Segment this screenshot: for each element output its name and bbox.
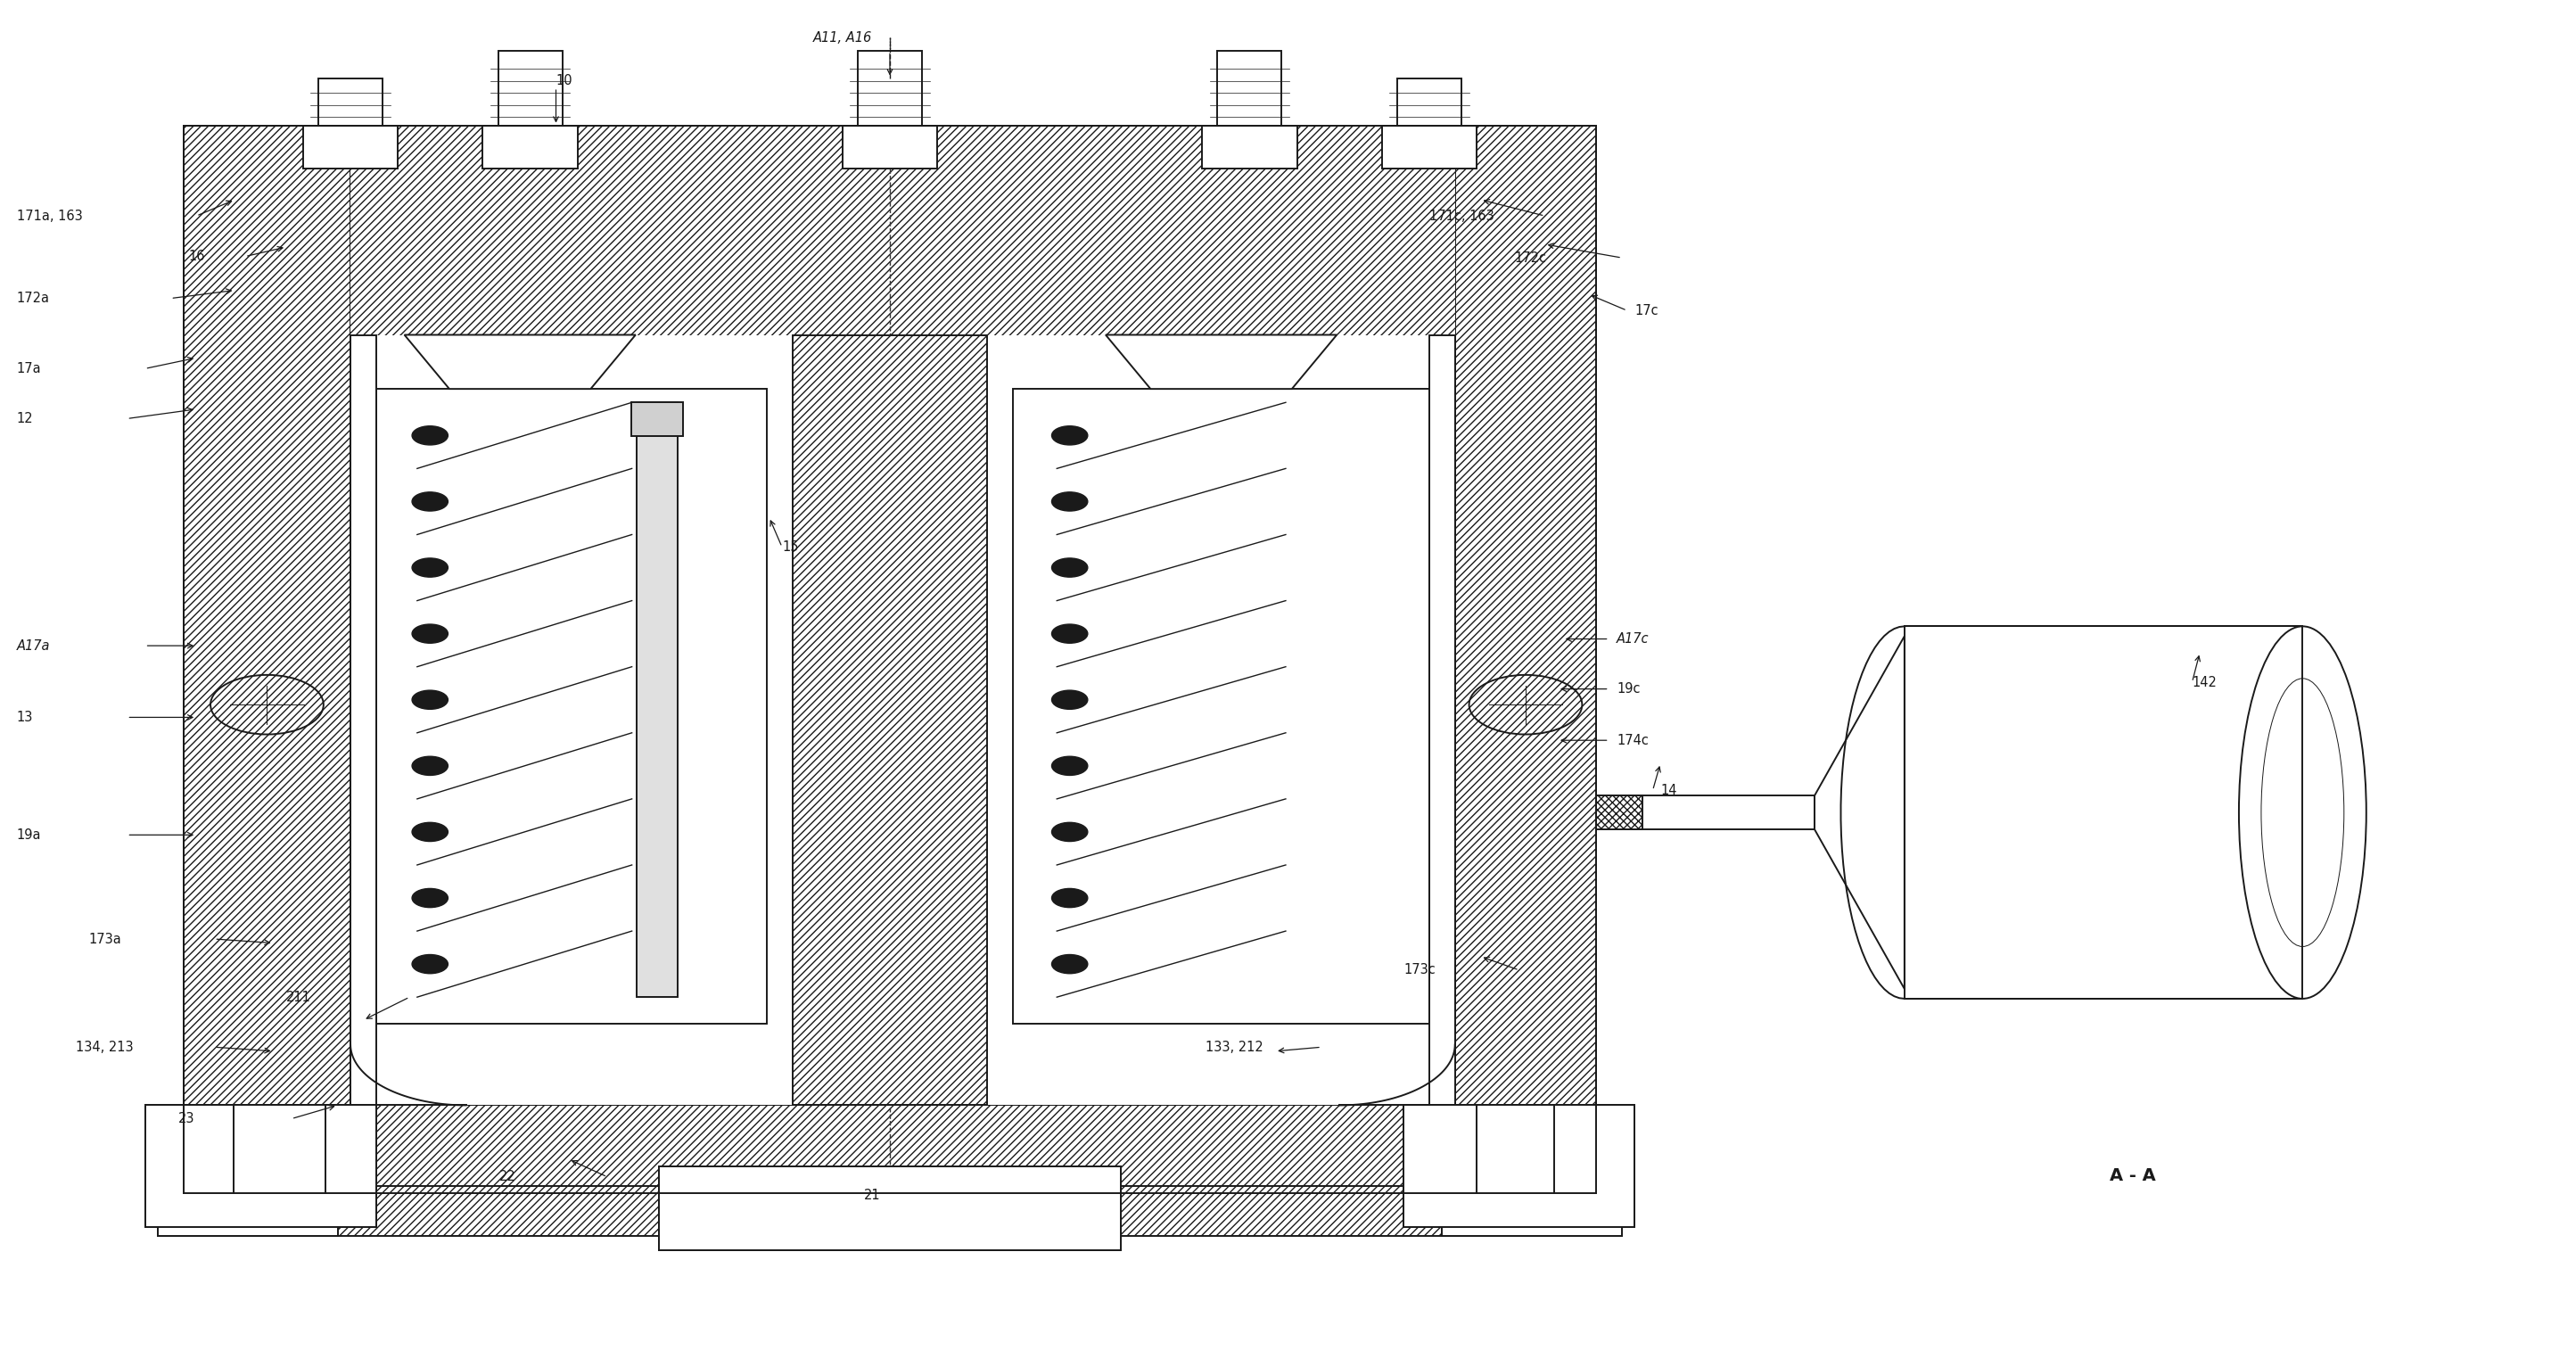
Text: 19c: 19c (1618, 682, 1641, 696)
Circle shape (412, 559, 448, 578)
Bar (144, 1105, 376, 1227)
Bar (183, 125, 350, 1193)
Circle shape (412, 624, 448, 643)
Bar (659, 1166, 1121, 1250)
Polygon shape (1105, 334, 1337, 389)
Polygon shape (404, 334, 636, 389)
Text: 211: 211 (286, 991, 312, 1004)
Circle shape (1051, 889, 1087, 908)
Bar (376, 389, 768, 1025)
Text: 173a: 173a (88, 932, 121, 946)
Circle shape (1051, 954, 1087, 973)
Circle shape (412, 822, 448, 841)
Circle shape (1051, 757, 1087, 776)
Circle shape (412, 954, 448, 973)
Circle shape (412, 757, 448, 776)
Text: 19a: 19a (15, 828, 41, 841)
Bar (1404, 1105, 1636, 1227)
Circle shape (1051, 425, 1087, 444)
Bar (157, 1189, 337, 1237)
Bar (350, 125, 1455, 334)
Bar (304, 125, 397, 169)
Circle shape (1051, 690, 1087, 709)
Text: 21: 21 (863, 1189, 881, 1203)
Bar (1443, 1189, 1623, 1237)
Bar (183, 125, 1597, 334)
Text: 13: 13 (15, 711, 33, 724)
Circle shape (412, 889, 448, 908)
Text: A - A: A - A (2110, 1167, 2156, 1184)
Bar (842, 125, 938, 169)
Bar (144, 1105, 376, 1227)
Bar (1218, 52, 1283, 125)
Bar (1404, 1105, 1636, 1227)
Text: 172c: 172c (1515, 251, 1546, 265)
Text: 12: 12 (15, 412, 33, 425)
Bar (631, 402, 683, 436)
Circle shape (1051, 822, 1087, 841)
Text: A17a: A17a (15, 639, 49, 652)
Text: 133, 212: 133, 212 (1206, 1041, 1265, 1053)
Text: 142: 142 (2192, 675, 2218, 689)
Bar (319, 77, 384, 125)
Bar (1597, 795, 1643, 829)
Bar (659, 1166, 1121, 1250)
Text: 171a, 163: 171a, 163 (15, 209, 82, 223)
Bar (350, 334, 376, 1105)
Bar (497, 52, 562, 125)
Text: 14: 14 (1662, 784, 1677, 796)
Text: 23: 23 (178, 1112, 196, 1125)
Bar (1430, 334, 1455, 1105)
Bar (1597, 795, 1814, 829)
Bar (1904, 626, 2303, 999)
Text: A17c: A17c (1618, 632, 1649, 646)
Polygon shape (1814, 636, 1904, 989)
Text: 10: 10 (556, 75, 572, 87)
Bar (183, 125, 1597, 1193)
Bar (1012, 389, 1430, 1025)
Bar (350, 334, 1455, 1105)
Text: 17c: 17c (1636, 304, 1659, 317)
Bar (858, 52, 922, 125)
Text: 171c, 163: 171c, 163 (1430, 209, 1494, 223)
Text: A11, A16: A11, A16 (814, 31, 871, 45)
Circle shape (412, 492, 448, 511)
Circle shape (412, 425, 448, 444)
Bar (793, 334, 987, 1105)
Bar (1396, 77, 1461, 125)
Text: 17a: 17a (15, 361, 41, 375)
Text: 22: 22 (500, 1170, 515, 1184)
Circle shape (412, 690, 448, 709)
Text: 172a: 172a (15, 292, 49, 304)
Bar (1381, 125, 1476, 169)
Text: 134, 213: 134, 213 (75, 1041, 134, 1053)
Circle shape (1051, 559, 1087, 578)
Text: 174c: 174c (1618, 734, 1649, 747)
Text: 173c: 173c (1404, 964, 1435, 977)
Circle shape (1051, 492, 1087, 511)
Bar (350, 334, 376, 1105)
Bar (482, 125, 577, 169)
Bar (157, 1189, 337, 1237)
Bar (350, 125, 1455, 334)
Bar (1430, 334, 1455, 1105)
Bar (183, 1105, 1597, 1193)
Text: 15: 15 (783, 541, 799, 553)
Bar (636, 402, 677, 998)
Bar (1203, 125, 1296, 169)
Text: 16: 16 (188, 250, 206, 264)
Bar (157, 1186, 1623, 1237)
Circle shape (1051, 624, 1087, 643)
Bar (1455, 125, 1597, 1193)
Bar (1443, 1189, 1623, 1237)
